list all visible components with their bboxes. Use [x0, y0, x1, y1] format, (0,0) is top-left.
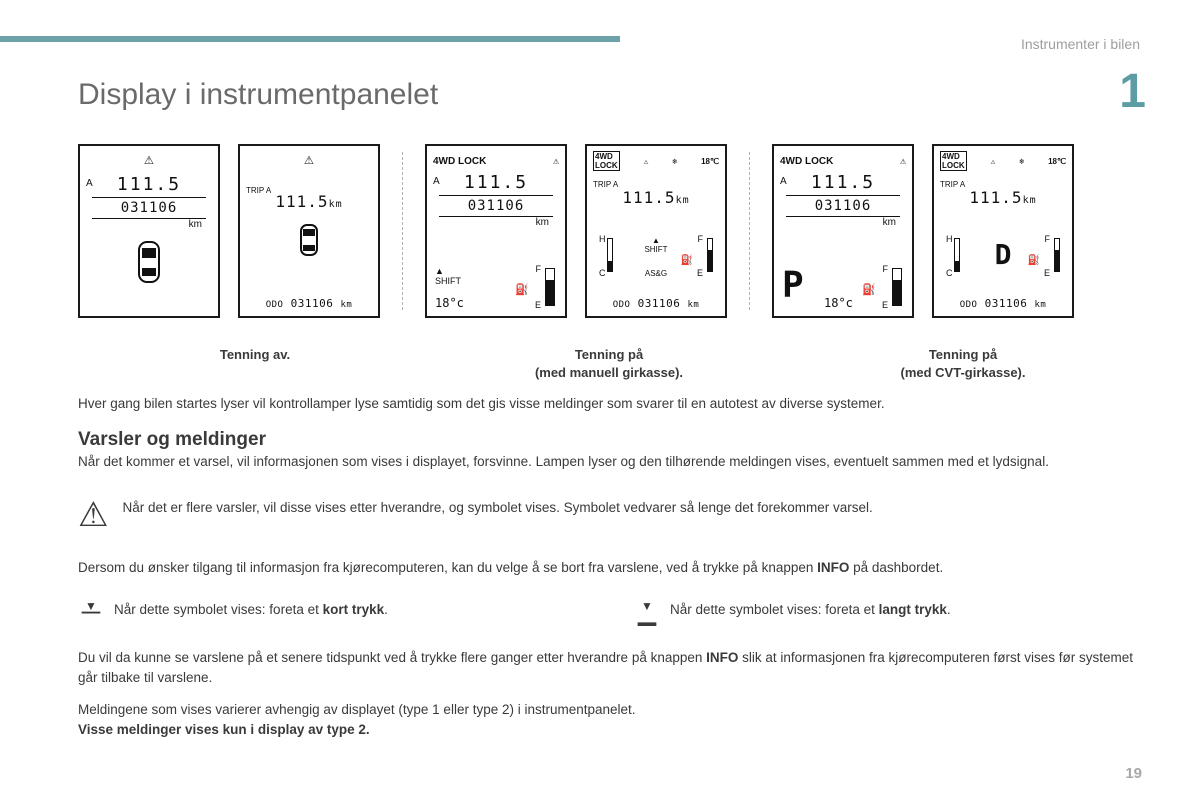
gear-indicator: P [782, 265, 804, 306]
lcd-panel-6: 4WDLOCK ⚠ ❄ 18℃ TRIP A 111.5km H C D F E… [932, 144, 1074, 318]
trip-label: TRIP A [246, 186, 271, 195]
caption-ignition-on-manual: Tenning på(med manuell girkasse). [432, 346, 786, 382]
press-instructions-row: ▼▔▔ Når dette symbolet vises: foreta et … [78, 600, 1140, 626]
section-header: Instrumenter i bilen [1021, 36, 1140, 52]
km-unit: km [1023, 195, 1037, 206]
trip-label: A [433, 176, 440, 187]
page-title: Display i instrumentpanelet [78, 78, 438, 112]
eco-icon: ❄ [672, 157, 677, 166]
trip-value: 111.5 [92, 174, 206, 198]
lcd-panel-2: ⚠ TRIP A 111.5km ODO 031106 km [238, 144, 380, 318]
odo-value: 031106 [439, 198, 553, 217]
km-unit: km [676, 195, 690, 206]
long-press-icon: ▼▂▂ [634, 600, 660, 626]
chapter-number: 1 [1119, 64, 1146, 119]
lcd-panel-4: 4WDLOCK ⚠ ❄ 18℃ TRIP A 111.5km H C ▲SHIF… [585, 144, 727, 318]
trip-label: A [780, 176, 787, 187]
odo-bottom: ODO 031106 km [593, 297, 719, 310]
km-unit: km [433, 217, 549, 228]
warning-icon: ⚠ [304, 152, 314, 168]
trip-value: 111.5 [786, 172, 900, 196]
lcd-panel-3: 4WD LOCK⚠ A 111.5 031106 km ▲SHIFT 18°c … [425, 144, 567, 318]
caption-ignition-off: Tenning av. [78, 346, 432, 382]
km-unit: km [86, 219, 202, 230]
trip-value: 111.5 [275, 192, 328, 211]
warning-icon: ⚠ [644, 157, 649, 166]
paragraph-later-view: Du vil da kunne se varslene på et senere… [78, 648, 1140, 687]
fourwd-badge: 4WDLOCK [940, 151, 967, 171]
odo-bottom: ODO 031106 km [246, 297, 372, 310]
display-panels-row: ⚠ A 111.5 031106 km ⚠ TRIP A 111.5km ODO… [78, 144, 1140, 318]
km-unit: km [780, 217, 896, 228]
car-icon [246, 223, 372, 262]
trip-label: TRIP A [940, 180, 965, 189]
warning-icon: ⚠ [144, 152, 154, 168]
warning-icon: ⚠ [900, 156, 906, 167]
warning-note-row: ⚠ Når det er flere varsler, vil disse vi… [78, 498, 1140, 532]
odo-bottom: ODO 031106 km [940, 297, 1066, 310]
temperature: 18℃ [1048, 157, 1066, 166]
eco-icon: ❄ [1019, 157, 1024, 166]
warning-note-text: Når det er flere varsler, vil disse vise… [122, 498, 872, 518]
trip-label: TRIP A [593, 180, 618, 189]
lcd-panel-5: 4WD LOCK ⚠ A 111.5 031106 km P 18°c FE ⛽ [772, 144, 914, 318]
fourwd-label: 4WD LOCK [433, 156, 486, 167]
odo-value: 031106 [786, 198, 900, 217]
paragraph-info-button: Dersom du ønsker tilgang til informasjon… [78, 558, 1140, 578]
caption-ignition-on-cvt: Tenning på(med CVT-girkasse). [786, 346, 1140, 382]
page-number: 19 [1125, 765, 1142, 782]
paragraph-alerts: Når det kommer et varsel, vil informasjo… [78, 452, 1140, 472]
gear-indicator: D [995, 238, 1012, 271]
temperature: 18°c [435, 296, 464, 310]
temperature: 18°c [824, 296, 853, 310]
temperature: 18℃ [701, 157, 719, 166]
short-press-icon: ▼▔▔ [78, 600, 104, 626]
warning-icon: ⚠ [553, 156, 559, 167]
accent-bar [0, 36, 620, 42]
paragraph-display-types: Meldingene som vises varierer avhengig a… [78, 700, 1140, 739]
gauges-row: H C D F E ⛽ [940, 234, 1066, 278]
fuel-gauge: FE ⛽ [515, 264, 555, 310]
fuel-gauge: FE ⛽ [862, 264, 902, 310]
warning-icon: ⚠ [78, 498, 108, 532]
trip-label: A [86, 178, 93, 189]
odo-value: 031106 [92, 200, 206, 219]
long-press-item: ▼▂▂ Når dette symbolet vises: foreta et … [634, 600, 1140, 626]
lcd-panel-1: ⚠ A 111.5 031106 km [78, 144, 220, 318]
km-unit: km [329, 199, 343, 210]
car-icon [86, 238, 212, 302]
paragraph-intro: Hver gang bilen startes lyser vil kontro… [78, 394, 1140, 414]
fourwd-label: 4WD LOCK [780, 156, 833, 167]
subtitle-alerts: Varsler og meldinger [78, 426, 1140, 454]
warning-icon: ⚠ [991, 157, 996, 166]
gauges-row: H C ▲SHIFT AS&G F E ⛽ [593, 234, 719, 278]
trip-value: 111.5 [969, 188, 1022, 207]
captions-row: Tenning av. Tenning på(med manuell girka… [78, 346, 1140, 382]
fourwd-badge: 4WDLOCK [593, 151, 620, 171]
trip-value: 111.5 [622, 188, 675, 207]
shift-indicator: ▲SHIFT [435, 266, 461, 286]
trip-value: 111.5 [439, 172, 553, 196]
short-press-item: ▼▔▔ Når dette symbolet vises: foreta et … [78, 600, 584, 626]
